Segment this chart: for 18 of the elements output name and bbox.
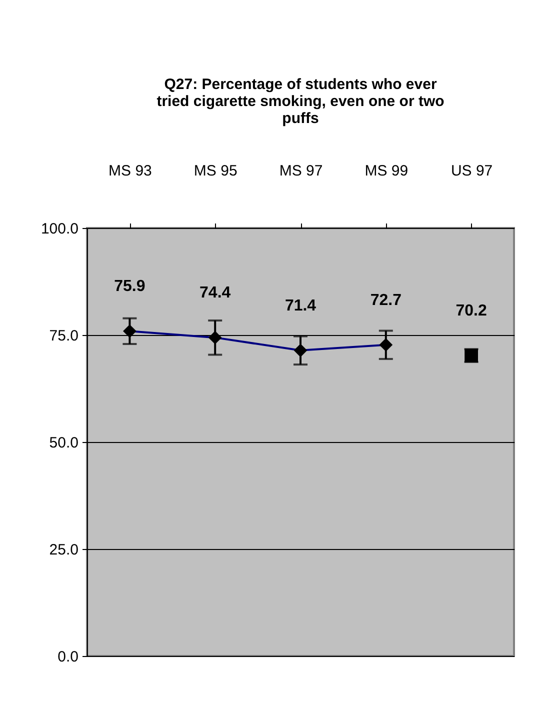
data-label: 75.9 bbox=[114, 278, 146, 296]
x-tick-label: MS 95 bbox=[194, 162, 238, 180]
x-tick-label: US 97 bbox=[450, 162, 493, 180]
text: tried cigarette smoking, even one or two bbox=[156, 93, 444, 110]
x-tick-label: MS 99 bbox=[364, 162, 408, 180]
y-tick-label: 75.0 bbox=[49, 328, 78, 344]
y-tick-label: 0.0 bbox=[58, 648, 78, 666]
x-tick-label: MS 93 bbox=[108, 162, 152, 180]
data-label: 70.2 bbox=[456, 302, 487, 320]
y-tick-label: 50.0 bbox=[49, 434, 78, 452]
x-tick-label: MS 97 bbox=[279, 162, 323, 180]
text: puffs bbox=[282, 110, 319, 127]
data-label: 71.4 bbox=[284, 297, 316, 314]
data-label: 72.7 bbox=[370, 292, 402, 309]
data-label: 74.4 bbox=[200, 284, 231, 302]
y-tick-label: 25.0 bbox=[49, 542, 78, 558]
text: Q27: Percentage of students who ever bbox=[164, 76, 437, 93]
y-tick-label: 100.0 bbox=[40, 220, 78, 238]
